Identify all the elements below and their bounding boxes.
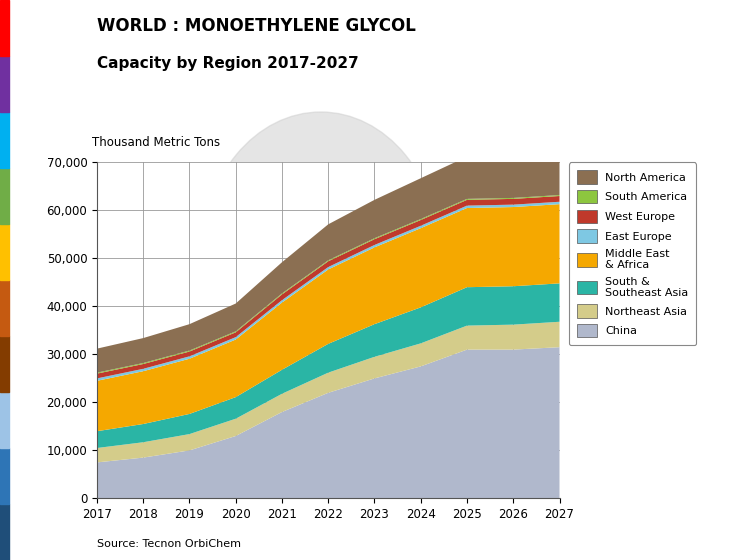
Text: WORLD : MONOETHYLENE GLYCOL: WORLD : MONOETHYLENE GLYCOL: [97, 17, 416, 35]
Text: Capacity by Region 2017-2027: Capacity by Region 2017-2027: [97, 56, 359, 71]
Text: Thousand Metric Tons: Thousand Metric Tons: [93, 136, 221, 149]
Legend: North America, South America, West Europe, East Europe, Middle East
& Africa, So: North America, South America, West Europ…: [568, 162, 697, 346]
Text: Source: Tecnon OrbiChem: Source: Tecnon OrbiChem: [97, 539, 241, 549]
